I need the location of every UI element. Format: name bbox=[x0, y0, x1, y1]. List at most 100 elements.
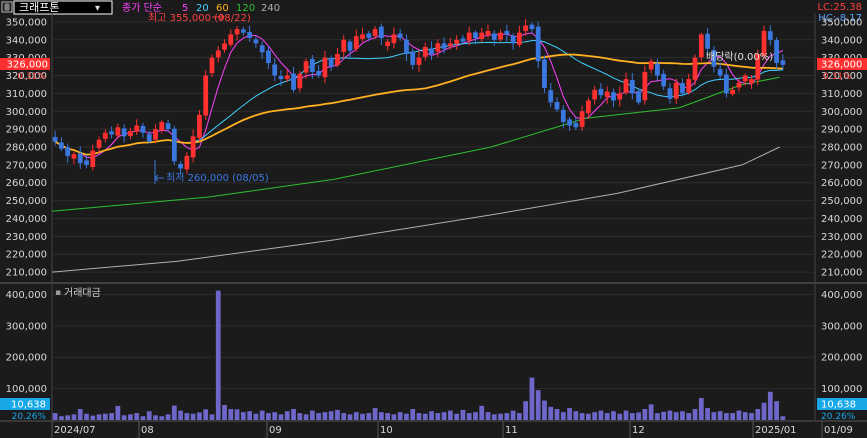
candle[interactable] bbox=[184, 152, 190, 175]
candle[interactable] bbox=[767, 25, 773, 46]
candle[interactable] bbox=[71, 151, 77, 165]
candle[interactable] bbox=[586, 97, 591, 119]
candle[interactable] bbox=[372, 26, 378, 39]
candle[interactable] bbox=[473, 30, 478, 45]
candle[interactable] bbox=[573, 117, 579, 131]
stock-dropdown-icon[interactable]: ▾ bbox=[95, 3, 100, 14]
candle[interactable] bbox=[711, 46, 717, 73]
ma-period-20[interactable]: 20 bbox=[196, 3, 209, 14]
candle[interactable] bbox=[353, 29, 359, 52]
candle[interactable] bbox=[498, 29, 503, 42]
candle[interactable] bbox=[680, 78, 685, 97]
candle[interactable] bbox=[240, 26, 246, 36]
candle[interactable] bbox=[510, 33, 516, 50]
candle[interactable] bbox=[96, 136, 102, 153]
candle[interactable] bbox=[391, 27, 397, 49]
candle[interactable] bbox=[159, 120, 165, 134]
candle[interactable] bbox=[203, 70, 209, 121]
candle[interactable] bbox=[404, 34, 409, 62]
candle[interactable] bbox=[153, 124, 158, 144]
candle[interactable] bbox=[749, 74, 754, 89]
candle[interactable] bbox=[466, 26, 472, 46]
candle[interactable] bbox=[648, 58, 654, 74]
candle[interactable] bbox=[523, 19, 529, 36]
ma-period-60[interactable]: 60 bbox=[216, 3, 229, 14]
candle[interactable] bbox=[234, 25, 240, 41]
candle[interactable] bbox=[215, 45, 221, 63]
candle[interactable] bbox=[272, 58, 278, 82]
candle[interactable] bbox=[698, 32, 704, 62]
candle[interactable] bbox=[516, 25, 522, 48]
candle[interactable] bbox=[617, 86, 623, 107]
ma-period-5[interactable]: 5 bbox=[182, 3, 188, 14]
candle[interactable] bbox=[422, 42, 428, 61]
candle[interactable] bbox=[673, 78, 679, 104]
candle[interactable] bbox=[761, 25, 767, 60]
candle[interactable] bbox=[385, 38, 391, 51]
candle[interactable] bbox=[548, 83, 554, 108]
candle[interactable] bbox=[774, 37, 779, 69]
candle[interactable] bbox=[322, 50, 328, 84]
candle[interactable] bbox=[655, 58, 660, 81]
candle[interactable] bbox=[429, 41, 434, 60]
stock-name-box[interactable] bbox=[13, 0, 113, 15]
candle[interactable] bbox=[128, 127, 133, 140]
candle[interactable] bbox=[165, 119, 171, 132]
candle[interactable] bbox=[303, 58, 309, 79]
candle[interactable] bbox=[667, 83, 673, 104]
candle[interactable] bbox=[724, 68, 729, 98]
candle[interactable] bbox=[297, 70, 303, 93]
candle[interactable] bbox=[491, 30, 497, 46]
candle[interactable] bbox=[623, 72, 629, 95]
candle[interactable] bbox=[397, 29, 403, 41]
candle[interactable] bbox=[441, 37, 447, 54]
ma-period-120[interactable]: 120 bbox=[236, 3, 255, 14]
candle[interactable] bbox=[642, 65, 648, 105]
candle[interactable] bbox=[134, 119, 140, 135]
candle[interactable] bbox=[140, 122, 146, 138]
candle[interactable] bbox=[542, 55, 547, 93]
candle[interactable] bbox=[410, 48, 416, 70]
candle[interactable] bbox=[84, 154, 89, 169]
candle[interactable] bbox=[742, 73, 748, 86]
candle[interactable] bbox=[209, 54, 215, 78]
candle[interactable] bbox=[447, 37, 453, 50]
candle[interactable] bbox=[598, 83, 604, 99]
candle[interactable] bbox=[579, 105, 585, 131]
candle[interactable] bbox=[454, 35, 460, 50]
candle[interactable] bbox=[604, 86, 610, 104]
candle[interactable] bbox=[52, 130, 58, 146]
candle[interactable] bbox=[309, 54, 315, 79]
candlestick-series[interactable] bbox=[52, 19, 786, 176]
candle[interactable] bbox=[146, 130, 152, 144]
candle[interactable] bbox=[109, 126, 114, 139]
candle[interactable] bbox=[629, 72, 635, 100]
candle[interactable] bbox=[460, 34, 466, 44]
candle[interactable] bbox=[705, 28, 710, 56]
ma-period-240[interactable]: 240 bbox=[261, 3, 280, 14]
candle[interactable] bbox=[686, 73, 692, 95]
candle[interactable] bbox=[291, 66, 296, 93]
candle[interactable] bbox=[378, 23, 384, 46]
candle[interactable] bbox=[717, 62, 723, 80]
candle[interactable] bbox=[529, 22, 535, 34]
grid-menu-icon[interactable] bbox=[1, 1, 13, 13]
candle[interactable] bbox=[228, 29, 234, 48]
candle[interactable] bbox=[259, 41, 265, 59]
candle[interactable] bbox=[560, 104, 566, 128]
candle[interactable] bbox=[102, 129, 108, 143]
candle[interactable] bbox=[485, 24, 491, 39]
candle[interactable] bbox=[77, 146, 83, 169]
candle[interactable] bbox=[197, 110, 202, 142]
volume-bar-series[interactable] bbox=[52, 290, 786, 420]
candle[interactable] bbox=[504, 24, 510, 42]
candle[interactable] bbox=[328, 55, 334, 72]
candle[interactable] bbox=[65, 143, 71, 164]
candle[interactable] bbox=[347, 39, 353, 58]
candle[interactable] bbox=[535, 21, 541, 69]
candle[interactable] bbox=[284, 69, 290, 83]
candle[interactable] bbox=[554, 97, 560, 112]
candle[interactable] bbox=[115, 123, 121, 139]
candle[interactable] bbox=[253, 36, 259, 48]
